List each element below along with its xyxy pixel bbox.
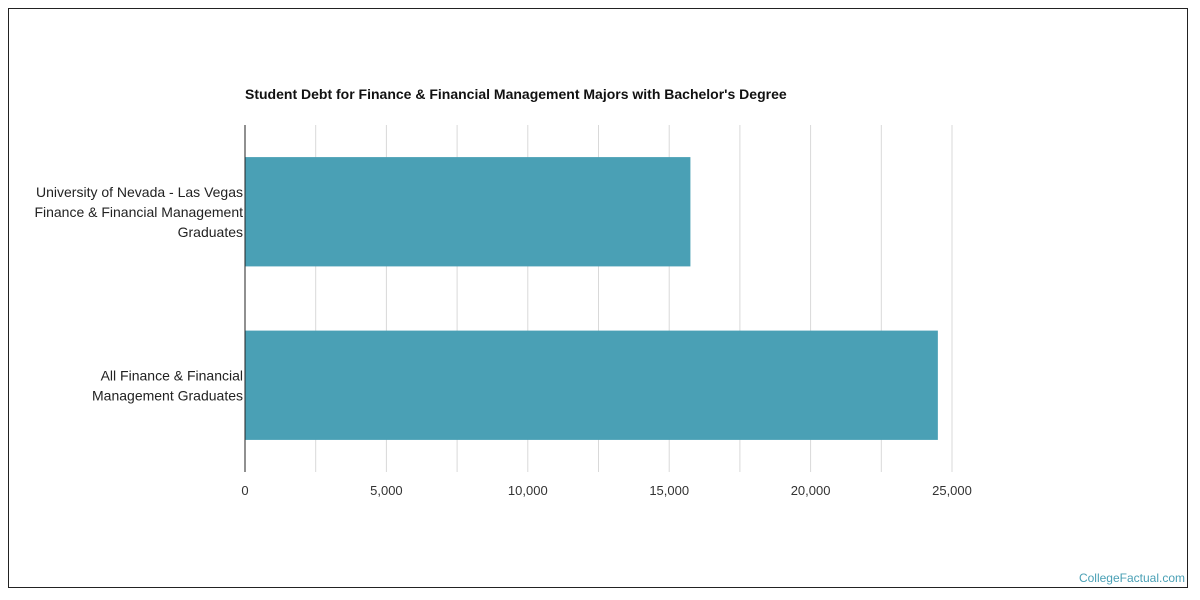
bar[interactable] bbox=[245, 330, 938, 440]
watermark[interactable]: CollegeFactual.com bbox=[1078, 571, 1185, 585]
bar[interactable] bbox=[245, 157, 691, 267]
category-label-line: Graduates bbox=[178, 224, 243, 240]
bars bbox=[245, 157, 938, 440]
category-label: All Finance & Financial Management Gradua… bbox=[92, 367, 243, 403]
x-tick-label: 5,000 bbox=[370, 483, 403, 498]
x-tick-label: 10,000 bbox=[508, 483, 548, 498]
category-labels: University of Nevada - Las Vegas Finance … bbox=[34, 184, 243, 404]
category-label-line: Management Graduates bbox=[92, 387, 243, 403]
x-tick-labels: 0 5,000 10,000 15,000 20,000 25,000 bbox=[241, 483, 972, 498]
x-tick-label: 15,000 bbox=[649, 483, 689, 498]
x-tick-label: 0 bbox=[241, 483, 248, 498]
x-tick-label: 20,000 bbox=[791, 483, 831, 498]
category-label-line: All Finance & Financial bbox=[101, 367, 243, 383]
category-label: University of Nevada - Las Vegas Finance … bbox=[34, 184, 243, 240]
category-label-line: University of Nevada - Las Vegas bbox=[36, 184, 243, 200]
category-label-line: Finance & Financial Management bbox=[34, 204, 243, 220]
chart-title: Student Debt for Finance & Financial Man… bbox=[245, 86, 787, 102]
x-tick-label: 25,000 bbox=[932, 483, 972, 498]
